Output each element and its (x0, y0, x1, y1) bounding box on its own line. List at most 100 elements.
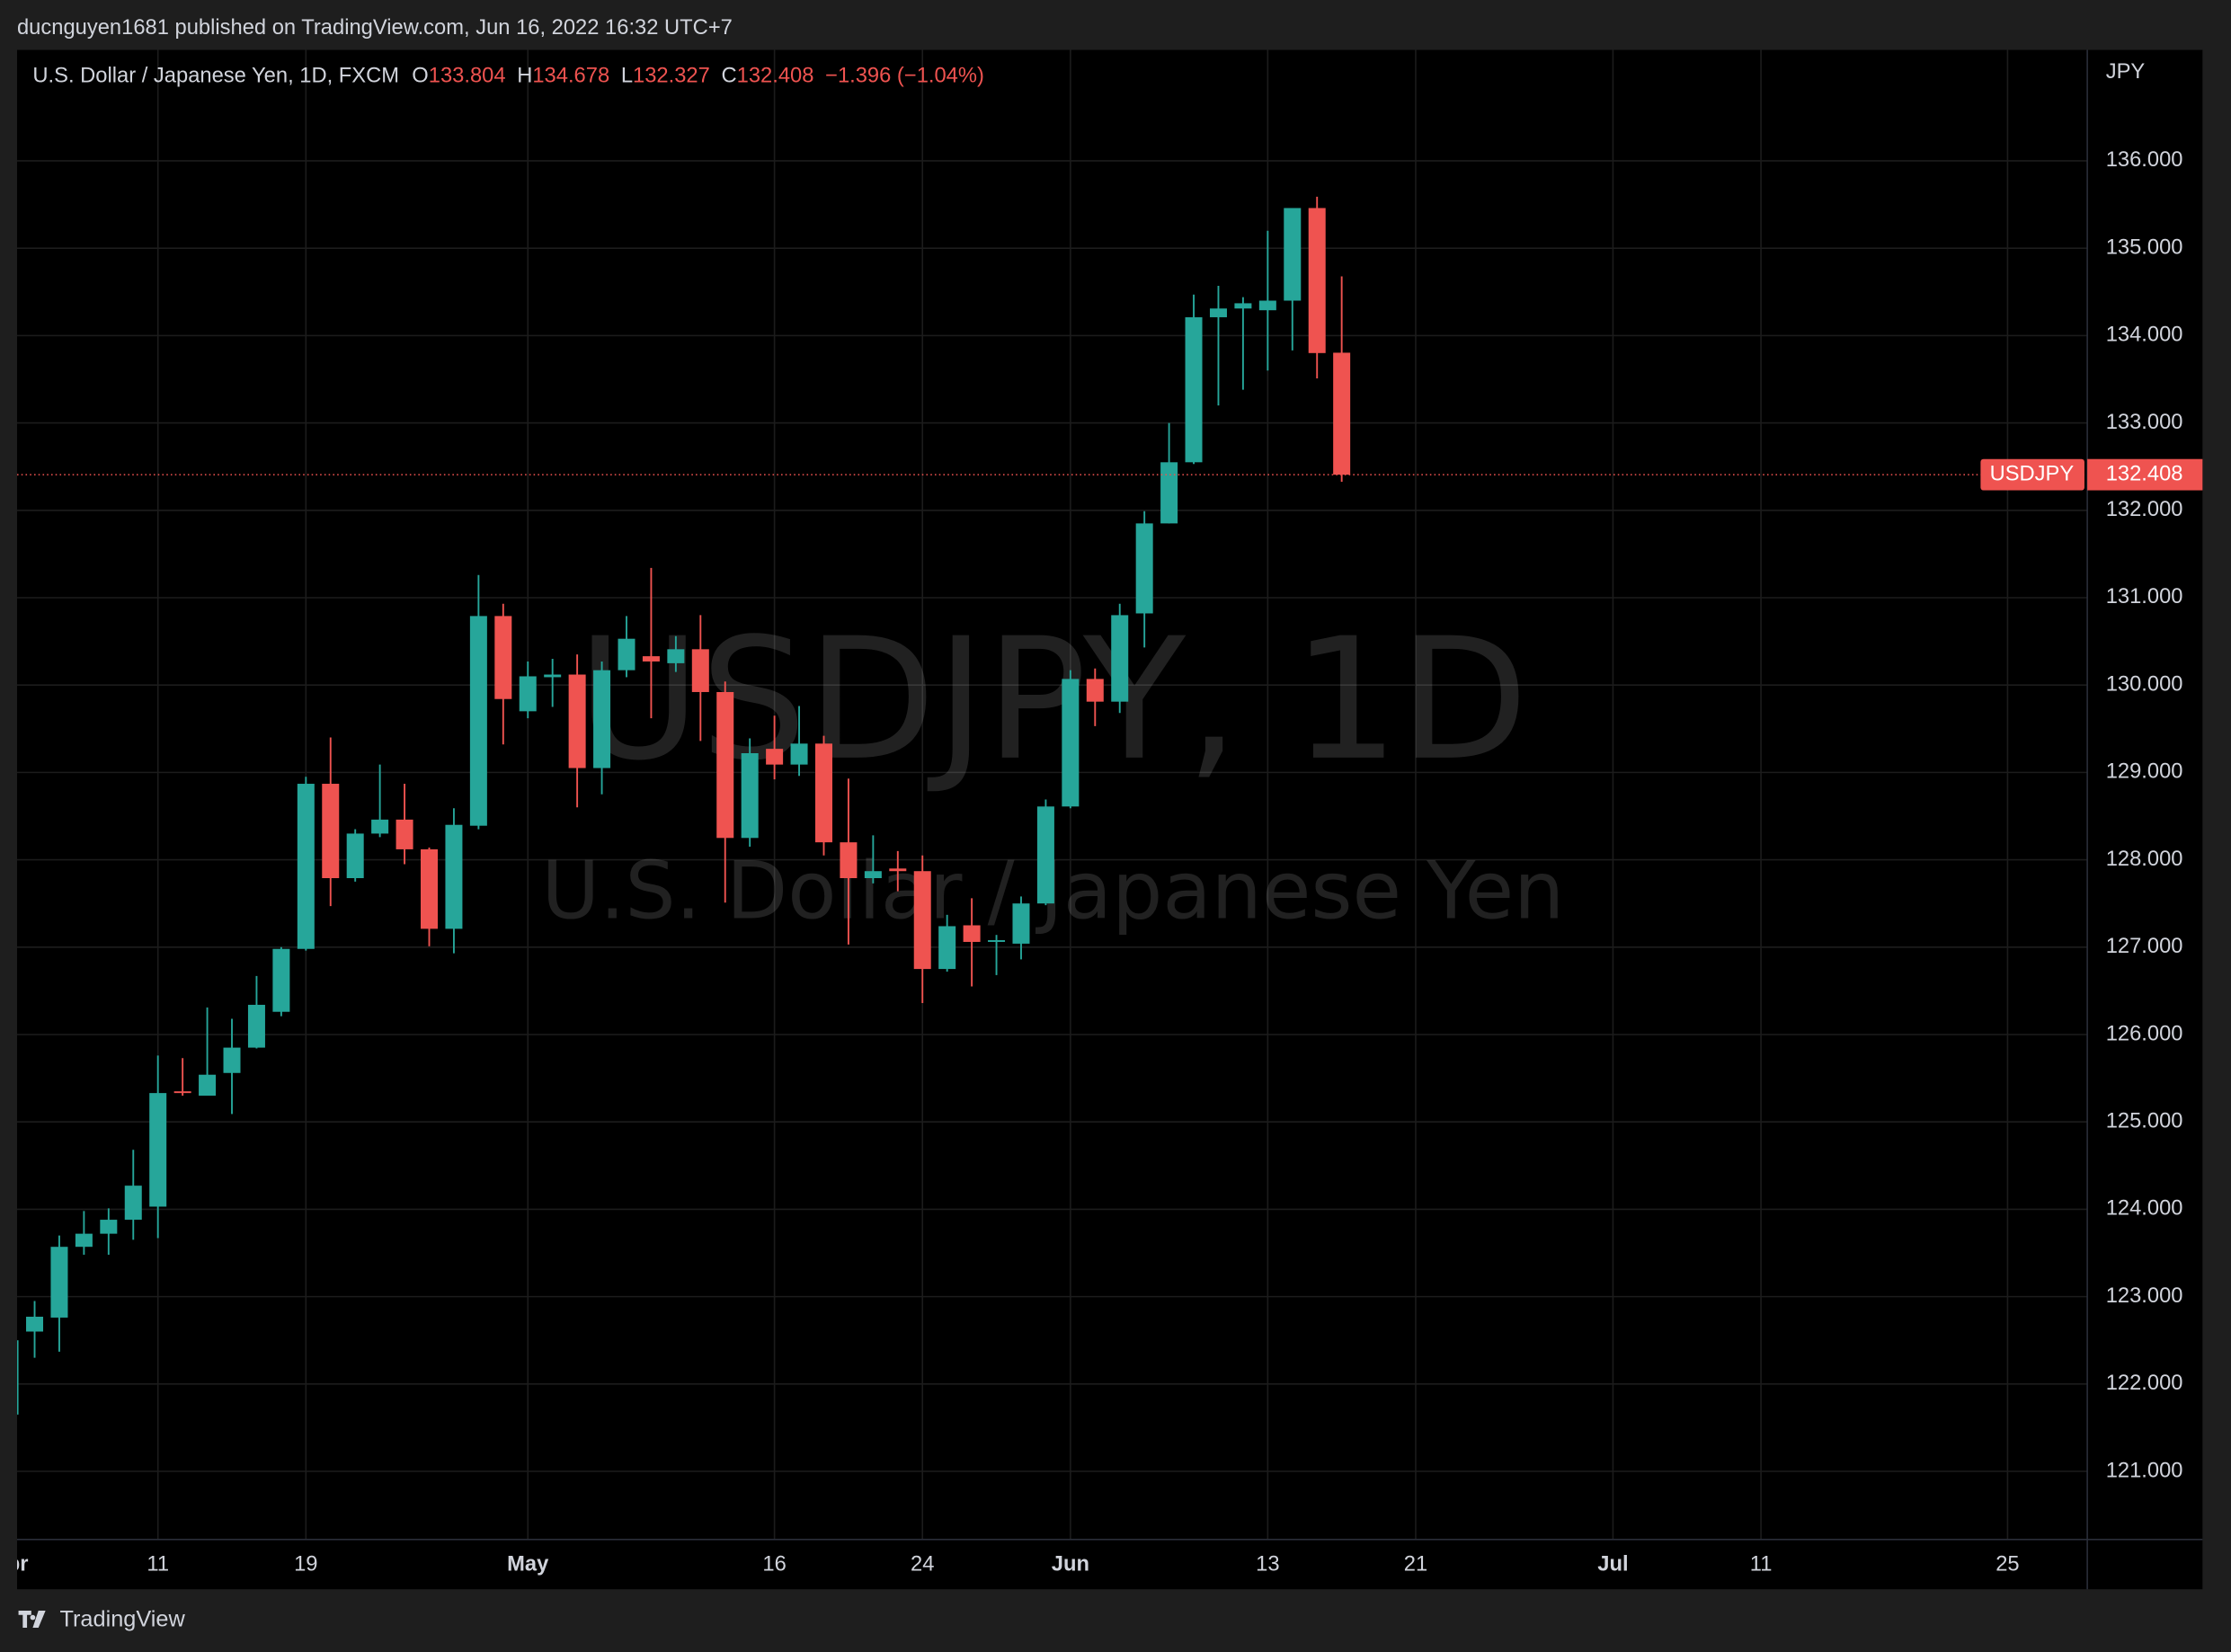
symbol-legend: U.S. Dollar / Japanese Yen, 1D, FXCM O133… (32, 65, 984, 88)
candle-body (840, 842, 858, 879)
x-tick-label: 24 (911, 1553, 934, 1577)
ohlc-value: 133.804 (429, 65, 506, 88)
candle-body (766, 749, 784, 765)
x-tick-label: 21 (1404, 1553, 1427, 1577)
footer-logo: TradingView (18, 1607, 185, 1632)
candle-body (790, 743, 808, 765)
candle-body (741, 753, 759, 839)
candle-body (642, 656, 660, 662)
candle-body (1160, 462, 1178, 524)
candle-body (149, 1093, 167, 1207)
candle-body (1062, 679, 1080, 807)
ohlc-value: 132.327 (633, 65, 710, 88)
candle-body (1308, 208, 1326, 353)
candle-body (445, 824, 463, 929)
y-tick-label: 132.000 (2106, 498, 2183, 521)
candle-body (272, 948, 290, 1012)
candle-body (1135, 523, 1153, 614)
ohlc-prefix: L (621, 65, 633, 88)
x-tick-label: 13 (1256, 1553, 1279, 1577)
y-tick-label: 128.000 (2106, 848, 2183, 871)
logo-icon (18, 1610, 46, 1628)
candle-body (247, 1004, 265, 1048)
candle-body (913, 871, 931, 970)
x-tick-label: 11 (147, 1553, 169, 1577)
y-tick-label: 129.000 (2106, 760, 2183, 784)
candle-body (814, 743, 832, 843)
candle-body (568, 674, 586, 768)
candle-body (864, 871, 882, 879)
candle-body (938, 926, 956, 970)
candle-body (1111, 615, 1129, 702)
symbol-tag (1980, 458, 2084, 491)
y-tick-label: 123.000 (2106, 1284, 2183, 1308)
ohlc-value: 132.408 (737, 65, 814, 88)
candle-body (889, 868, 907, 872)
x-tick-label: Jul (1597, 1553, 1628, 1577)
candle-body (544, 674, 562, 678)
price-tag (2087, 458, 2203, 491)
legend-change: −1.396 (−1.04%) (825, 65, 984, 88)
y-tick-label: 122.000 (2106, 1372, 2183, 1395)
candle-body (593, 670, 611, 768)
x-tick-label: 19 (294, 1553, 317, 1577)
candle-body (371, 819, 389, 834)
y-tick-label: 134.000 (2106, 324, 2183, 347)
candle-body (75, 1233, 93, 1248)
candle-body (716, 691, 734, 839)
candle-body (667, 649, 685, 663)
candle-body (100, 1220, 118, 1234)
candle-body (963, 925, 981, 942)
y-tick-label: 135.000 (2106, 235, 2183, 259)
candle-body (1333, 352, 1351, 475)
x-tick-label: 25 (1995, 1553, 2019, 1577)
x-tick-label: 16 (762, 1553, 786, 1577)
symbol-tag-label: USDJPY (1990, 462, 2075, 485)
price-tag-label: 132.408 (2106, 462, 2183, 485)
candle-body (223, 1047, 241, 1073)
x-tick-label: 11 (1750, 1553, 1773, 1577)
candle-body (124, 1186, 142, 1221)
price-axis: 121.000 122.000 123.000 124.000 125.000 126.0… (2106, 148, 2183, 1482)
candle-body (50, 1247, 68, 1318)
legend-title: U.S. Dollar / Japanese Yen, 1D, FXCM (32, 65, 399, 88)
candle-body (26, 1316, 44, 1332)
candle-body (988, 940, 1006, 942)
x-tick-label: Jun (1052, 1553, 1089, 1577)
candle-body (199, 1074, 217, 1097)
candle-body (346, 833, 364, 879)
y-tick-label: 133.000 (2106, 411, 2183, 434)
candle-body (1209, 308, 1227, 317)
time-axis: Apr 11 19 May 16 24 Jun 13 21 Jul 11 25 (0, 1553, 2020, 1577)
candle-body (469, 616, 487, 826)
ohlc-prefix: H (517, 65, 532, 88)
y-tick-label: 121.000 (2106, 1459, 2183, 1482)
candle-body (16, 1340, 19, 1415)
candle-body (297, 784, 315, 949)
candle-body (1012, 903, 1030, 944)
candle-body (1036, 806, 1054, 904)
chart-pane (16, 49, 2203, 1590)
candle-body (173, 1091, 191, 1094)
brand: TradingView (59, 1607, 185, 1632)
candle-body (1258, 300, 1276, 311)
y-tick-label: 124.000 (2106, 1197, 2183, 1221)
candle-body (396, 819, 413, 849)
y-tick-label: 131.000 (2106, 585, 2183, 608)
currency-label: JPY (2106, 60, 2146, 84)
candle-body (1234, 303, 1252, 309)
candle-body (618, 638, 636, 671)
y-tick-label: 125.000 (2106, 1109, 2183, 1132)
watermark: USDJPY, 1D U.S. Dollar / Japanese Yen (541, 603, 1564, 937)
candle-body (691, 649, 709, 692)
candle-body (1284, 208, 1302, 301)
candle-body (322, 784, 340, 879)
ohlc-value: 134.678 (532, 65, 609, 88)
watermark-symbol: USDJPY, 1D (577, 603, 1528, 798)
ohlc-prefix: C (721, 65, 736, 88)
x-tick-label: Apr (0, 1553, 29, 1577)
x-tick-label: May (507, 1553, 549, 1577)
candle-body (421, 848, 438, 929)
